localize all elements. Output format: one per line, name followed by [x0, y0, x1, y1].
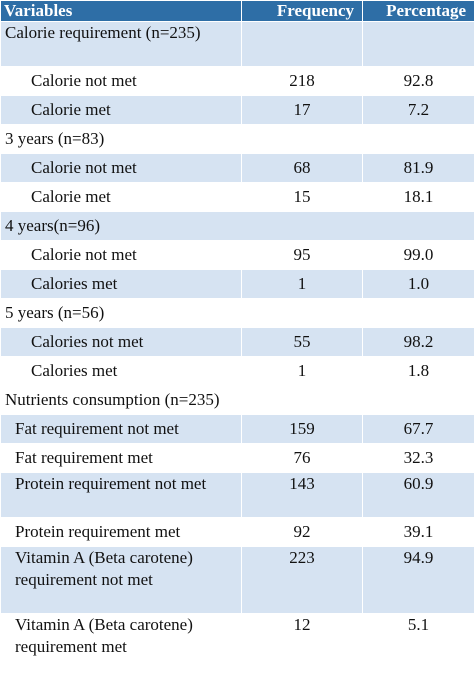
header-frequency: Frequency — [241, 0, 363, 22]
row-frequency: 223 — [241, 546, 363, 614]
row-percentage: 7.2 — [362, 95, 474, 125]
row-frequency: 15 — [241, 182, 363, 212]
table-row: Calories met 1 1.8 — [0, 356, 474, 386]
table-row: Calorie not met 95 99.0 — [0, 240, 474, 270]
row-frequency: 76 — [241, 443, 363, 473]
row-label: Calorie not met — [0, 153, 242, 183]
row-percentage: 94.9 — [362, 546, 474, 614]
row-label: Calorie met — [0, 95, 242, 125]
row-frequency: 12 — [241, 613, 363, 659]
table-row: Calorie met 15 18.1 — [0, 182, 474, 212]
row-percentage: 92.8 — [362, 66, 474, 96]
table-row: Calories not met 55 98.2 — [0, 327, 474, 357]
row-frequency: 92 — [241, 517, 363, 547]
table-row: Calorie not met 68 81.9 — [0, 153, 474, 183]
table-row: Nutrients consumption (n=235) — [0, 385, 474, 415]
row-label: 5 years (n=56) — [0, 298, 474, 328]
table-row: Calories met 1 1.0 — [0, 269, 474, 299]
row-percentage: 98.2 — [362, 327, 474, 357]
row-label: 4 years(n=96) — [0, 211, 474, 241]
row-label: Calories met — [0, 356, 242, 386]
row-label: Calorie not met — [0, 240, 242, 270]
row-frequency: 68 — [241, 153, 363, 183]
header-row: Variables Frequency Percentage — [0, 0, 474, 22]
table-row: Fat requirement met 76 32.3 — [0, 443, 474, 473]
row-label: Protein requirement not met — [0, 472, 242, 518]
nutrition-table: Variables Frequency Percentage Calorie r… — [0, 0, 474, 659]
row-percentage: 18.1 — [362, 182, 474, 212]
row-label: Calories met — [0, 269, 242, 299]
row-label: Calorie not met — [0, 66, 242, 96]
row-label: 3 years (n=83) — [0, 124, 474, 154]
row-percentage — [362, 21, 474, 67]
table-row: 5 years (n=56) — [0, 298, 474, 328]
table-row: Vitamin A (Beta carotene) requirement no… — [0, 546, 474, 614]
row-frequency: 159 — [241, 414, 363, 444]
row-frequency: 1 — [241, 269, 363, 299]
table-row: Calorie not met 218 92.8 — [0, 66, 474, 96]
row-percentage: 1.8 — [362, 356, 474, 386]
row-label: Vitamin A (Beta carotene) requirement no… — [0, 546, 242, 614]
table-row: Protein requirement not met 143 60.9 — [0, 472, 474, 518]
table-row: Fat requirement not met 159 67.7 — [0, 414, 474, 444]
row-frequency — [241, 21, 363, 67]
row-frequency: 95 — [241, 240, 363, 270]
row-label: Fat requirement not met — [0, 414, 242, 444]
row-percentage: 5.1 — [362, 613, 474, 659]
table-row: 4 years(n=96) — [0, 211, 474, 241]
row-percentage: 32.3 — [362, 443, 474, 473]
header-percentage: Percentage — [362, 0, 474, 22]
row-percentage: 60.9 — [362, 472, 474, 518]
table-row: Protein requirement met 92 39.1 — [0, 517, 474, 547]
row-label: Vitamin A (Beta carotene) requirement me… — [0, 613, 242, 659]
row-label: Calorie met — [0, 182, 242, 212]
row-label: Fat requirement met — [0, 443, 242, 473]
row-frequency: 17 — [241, 95, 363, 125]
row-label: Calories not met — [0, 327, 242, 357]
row-frequency: 218 — [241, 66, 363, 96]
row-label: Nutrients consumption (n=235) — [0, 385, 474, 415]
row-label: Protein requirement met — [0, 517, 242, 547]
row-percentage: 1.0 — [362, 269, 474, 299]
row-frequency: 143 — [241, 472, 363, 518]
table-row: Vitamin A (Beta carotene) requirement me… — [0, 613, 474, 659]
row-frequency: 55 — [241, 327, 363, 357]
row-percentage: 81.9 — [362, 153, 474, 183]
table-row: Calorie met 17 7.2 — [0, 95, 474, 125]
header-variables: Variables — [0, 0, 242, 22]
table-row: Calorie requirement (n=235) — [0, 21, 474, 67]
row-percentage: 67.7 — [362, 414, 474, 444]
row-label: Calorie requirement (n=235) — [0, 21, 242, 67]
row-percentage: 39.1 — [362, 517, 474, 547]
row-frequency: 1 — [241, 356, 363, 386]
table-row: 3 years (n=83) — [0, 124, 474, 154]
row-percentage: 99.0 — [362, 240, 474, 270]
